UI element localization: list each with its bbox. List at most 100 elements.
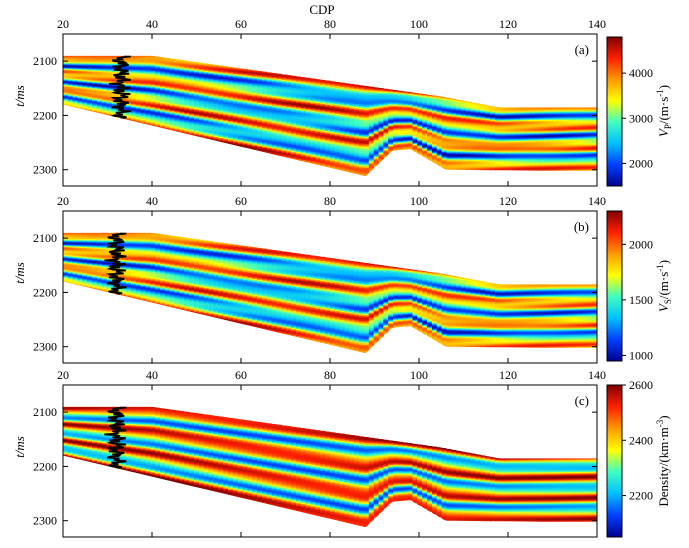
field-cell bbox=[373, 120, 380, 123]
field-cell bbox=[252, 134, 258, 136]
field-cell bbox=[228, 119, 234, 122]
field-cell bbox=[300, 137, 307, 140]
field-cell bbox=[349, 100, 355, 103]
field-cell bbox=[140, 87, 147, 90]
field-cell bbox=[378, 118, 384, 121]
field-cell bbox=[155, 69, 161, 72]
field-cell bbox=[344, 151, 351, 154]
field-cell bbox=[242, 126, 249, 129]
field-cell bbox=[310, 128, 317, 131]
field-cell bbox=[446, 103, 452, 106]
field-cell bbox=[184, 60, 190, 63]
field-cell bbox=[300, 81, 307, 84]
field-cell bbox=[106, 66, 113, 69]
field-cell bbox=[417, 135, 423, 137]
field-cell bbox=[242, 93, 249, 96]
field-cell bbox=[145, 121, 151, 123]
field-cell bbox=[354, 118, 360, 121]
field-cell bbox=[320, 98, 326, 101]
field-cell bbox=[412, 127, 418, 129]
field-cell bbox=[189, 71, 195, 73]
field-cell bbox=[150, 94, 156, 97]
field-cell bbox=[296, 115, 302, 118]
field-cell bbox=[373, 125, 380, 128]
field-cell bbox=[208, 127, 215, 129]
field-cell bbox=[339, 151, 346, 154]
field-cell bbox=[145, 82, 151, 84]
field-cell bbox=[300, 134, 307, 137]
field-cell bbox=[441, 108, 448, 111]
field-cell bbox=[96, 109, 103, 111]
field-cell bbox=[145, 123, 151, 126]
field-cell bbox=[427, 135, 433, 137]
field-cell bbox=[87, 87, 93, 90]
field-cell bbox=[368, 149, 375, 152]
field-cell bbox=[436, 132, 443, 134]
field-cell bbox=[407, 98, 414, 101]
field-cell bbox=[431, 142, 438, 145]
field-cell bbox=[126, 61, 132, 63]
field-cell bbox=[140, 119, 147, 121]
field-cell bbox=[368, 117, 375, 120]
field-cell bbox=[305, 156, 312, 159]
field-cell bbox=[315, 94, 321, 97]
field-cell bbox=[383, 144, 389, 147]
field-cell bbox=[412, 114, 418, 117]
field-cell bbox=[368, 127, 375, 130]
field-cell bbox=[417, 100, 423, 103]
field-cell bbox=[228, 90, 234, 92]
field-cell bbox=[276, 144, 283, 147]
field-cell bbox=[451, 121, 457, 124]
field-cell bbox=[179, 115, 185, 118]
field-cell bbox=[184, 114, 190, 117]
field-cell bbox=[208, 99, 215, 102]
field-cell bbox=[393, 101, 399, 103]
field-cell bbox=[174, 85, 181, 88]
field-cell bbox=[388, 138, 394, 141]
field-cell bbox=[281, 93, 287, 96]
field-cell bbox=[305, 113, 312, 116]
field-cell bbox=[266, 91, 273, 94]
field-cell bbox=[213, 116, 219, 119]
field-cell bbox=[96, 90, 103, 92]
field-cell bbox=[77, 59, 84, 61]
field-cell bbox=[223, 94, 229, 97]
field-cell bbox=[184, 104, 190, 107]
field-cell bbox=[271, 78, 278, 81]
field-cell bbox=[388, 132, 394, 134]
field-cell bbox=[281, 118, 287, 121]
field-cell bbox=[213, 136, 219, 139]
field-cell bbox=[266, 88, 273, 91]
field-cell bbox=[359, 107, 365, 110]
field-cell bbox=[135, 95, 142, 98]
field-cell bbox=[349, 141, 355, 144]
field-cell bbox=[232, 131, 239, 133]
field-cell bbox=[310, 82, 317, 85]
field-cell bbox=[388, 124, 394, 127]
field-cell bbox=[334, 113, 341, 117]
field-cell bbox=[116, 63, 122, 66]
field-cell bbox=[349, 118, 355, 121]
field-cell bbox=[92, 58, 98, 61]
field-cell bbox=[67, 95, 74, 97]
field-cell bbox=[106, 62, 113, 65]
field-cell bbox=[320, 125, 326, 128]
field-cell bbox=[407, 139, 414, 142]
field-cell bbox=[184, 72, 190, 75]
field-cell bbox=[96, 64, 103, 66]
field-cell bbox=[145, 105, 151, 107]
field-cell bbox=[101, 87, 108, 90]
field-cell bbox=[247, 132, 253, 135]
field-cell bbox=[427, 117, 433, 120]
field-cell bbox=[189, 64, 195, 67]
field-cell bbox=[465, 111, 472, 114]
field-cell bbox=[208, 130, 215, 133]
field-cell bbox=[179, 89, 185, 91]
field-cell bbox=[223, 118, 229, 121]
field-cell bbox=[101, 79, 108, 81]
field-cell bbox=[368, 130, 375, 133]
field-cell bbox=[320, 81, 326, 84]
field-cell bbox=[174, 123, 181, 125]
field-cell bbox=[363, 87, 370, 90]
field-cell bbox=[330, 85, 336, 88]
